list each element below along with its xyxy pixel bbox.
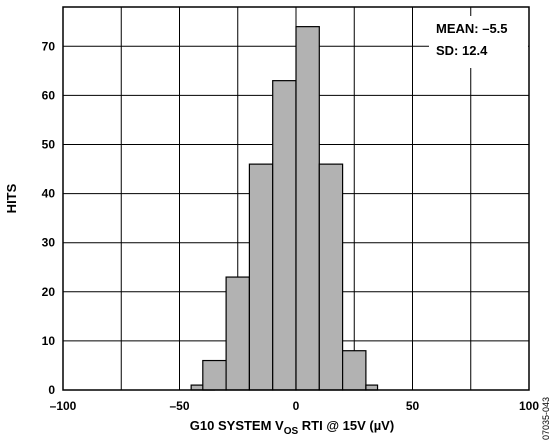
histogram-bar — [342, 350, 367, 391]
figure-id: 07035-043 — [541, 397, 551, 440]
y-tick-label: 30 — [42, 236, 56, 250]
x-tick-label: 100 — [519, 399, 539, 413]
x-axis-title-main: G10 SYSTEM V — [190, 418, 284, 433]
stats-annotation: MEAN: –5.5 SD: 12.4 — [429, 16, 528, 68]
x-axis-title-rest: RTI @ 15V (µV) — [298, 418, 394, 433]
stats-annotation-background — [429, 16, 528, 68]
ticks-layer: –100 –50 0 50 100 0 10 20 30 40 50 60 70 — [42, 39, 540, 413]
x-tick-label: 0 — [293, 399, 300, 413]
y-tick-label: 70 — [42, 39, 56, 53]
y-axis-title: HITS — [4, 183, 19, 213]
plot-frame — [62, 6, 530, 391]
x-tick-label: –100 — [50, 399, 77, 413]
histogram-bar — [295, 26, 320, 391]
histogram-bar — [225, 276, 251, 391]
y-tick-label: 20 — [42, 285, 56, 299]
x-axis-title: G10 SYSTEM VOS RTI @ 15V (µV) — [190, 418, 394, 437]
x-tick-label: –50 — [169, 399, 189, 413]
mean-label: MEAN: –5.5 — [436, 21, 508, 36]
histogram-bar — [318, 163, 344, 391]
sd-label: SD: 12.4 — [436, 43, 488, 58]
y-tick-label: 60 — [42, 88, 56, 102]
histogram-bar — [248, 163, 274, 391]
bars-layer — [190, 26, 379, 391]
histogram-bar — [272, 80, 297, 391]
y-tick-label: 10 — [42, 334, 56, 348]
y-tick-label: 40 — [42, 187, 56, 201]
x-tick-label: 50 — [406, 399, 420, 413]
y-tick-label: 0 — [48, 383, 55, 397]
x-axis-title-subscript: OS — [284, 426, 299, 437]
y-tick-label: 50 — [42, 137, 56, 151]
histogram-bar — [202, 359, 227, 391]
